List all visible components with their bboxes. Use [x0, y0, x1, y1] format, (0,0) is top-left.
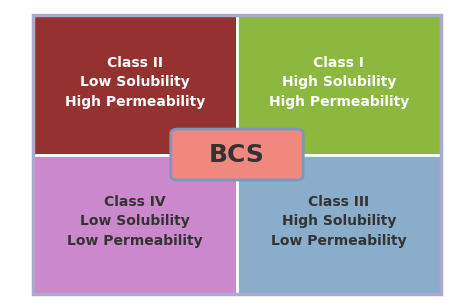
Text: Class II
Low Solubility
High Permeability: Class II Low Solubility High Permeabilit… [65, 56, 205, 109]
FancyBboxPatch shape [33, 155, 237, 294]
Text: Class IV
Low Solubility
Low Permeability: Class IV Low Solubility Low Permeability [67, 195, 203, 248]
FancyBboxPatch shape [237, 155, 441, 294]
FancyBboxPatch shape [33, 15, 237, 155]
Text: Class III
High Solubility
Low Permeability: Class III High Solubility Low Permeabili… [271, 195, 407, 248]
Text: Class I
High Solubility
High Permeability: Class I High Solubility High Permeabilit… [269, 56, 409, 109]
FancyBboxPatch shape [237, 15, 441, 155]
Text: BCS: BCS [209, 143, 265, 166]
FancyBboxPatch shape [171, 129, 303, 180]
